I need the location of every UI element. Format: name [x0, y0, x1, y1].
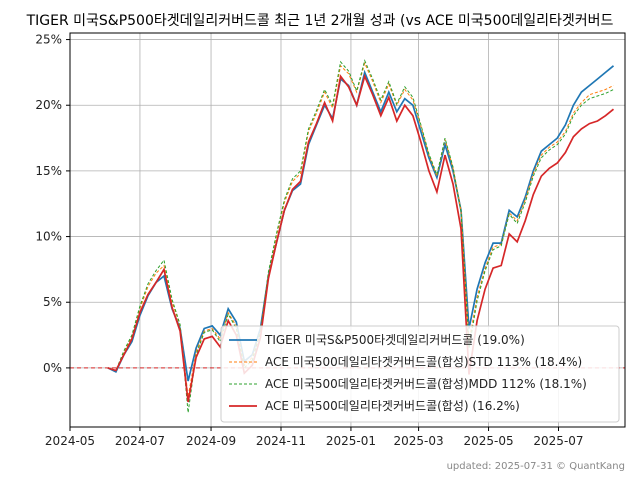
series-layer [107, 59, 615, 413]
y-tick-label: 25% [35, 33, 62, 47]
y-tick-label: 10% [35, 230, 62, 244]
legend-label: ACE 미국500데일리타겟커버드콜(합성)MDD 112% (18.1%) [265, 377, 587, 391]
series-line-4 [107, 73, 615, 403]
series-line-3 [107, 59, 614, 413]
y-tick-label: 15% [35, 164, 62, 178]
x-tick-label: 2024-07 [115, 434, 165, 448]
footer-credit: updated: 2025-07-31 © QuantKang [447, 461, 625, 472]
chart-title: TIGER 미국S&P500타겟데일리커버드콜 최근 1년 2개월 성과 (vs… [26, 13, 614, 29]
x-tick-label: 2025-03 [394, 434, 444, 448]
y-tick-label: 5% [43, 295, 62, 309]
axis-ticks: 2024-05 2024-07 2024-09 2024-11 2025-01 2025-… [35, 33, 583, 448]
y-tick-label: 0% [43, 361, 62, 375]
x-tick-label: 2025-01 [326, 434, 376, 448]
x-tick-label: 2024-09 [186, 434, 236, 448]
legend-label: TIGER 미국S&P500타겟데일리커버드콜 (19.0%) [264, 333, 525, 347]
legend-label: ACE 미국500데일리타겟커버드콜(합성) (16.2%) [265, 399, 520, 413]
x-tick-label: 2024-11 [256, 434, 306, 448]
y-tick-label: 20% [35, 98, 62, 112]
plot-frame [69, 32, 626, 428]
legend: TIGER 미국S&P500타겟데일리커버드콜 (19.0%) ACE 미국500… [220, 325, 620, 423]
x-tick-label: 2024-05 [45, 434, 95, 448]
legend-label: ACE 미국500데일리타겟커버드콜(합성)STD 113% (18.4%) [265, 355, 582, 369]
x-tick-label: 2025-05 [463, 434, 513, 448]
legend-box [220, 325, 620, 423]
x-tick-label: 2025-07 [533, 434, 583, 448]
grid [69, 33, 625, 427]
